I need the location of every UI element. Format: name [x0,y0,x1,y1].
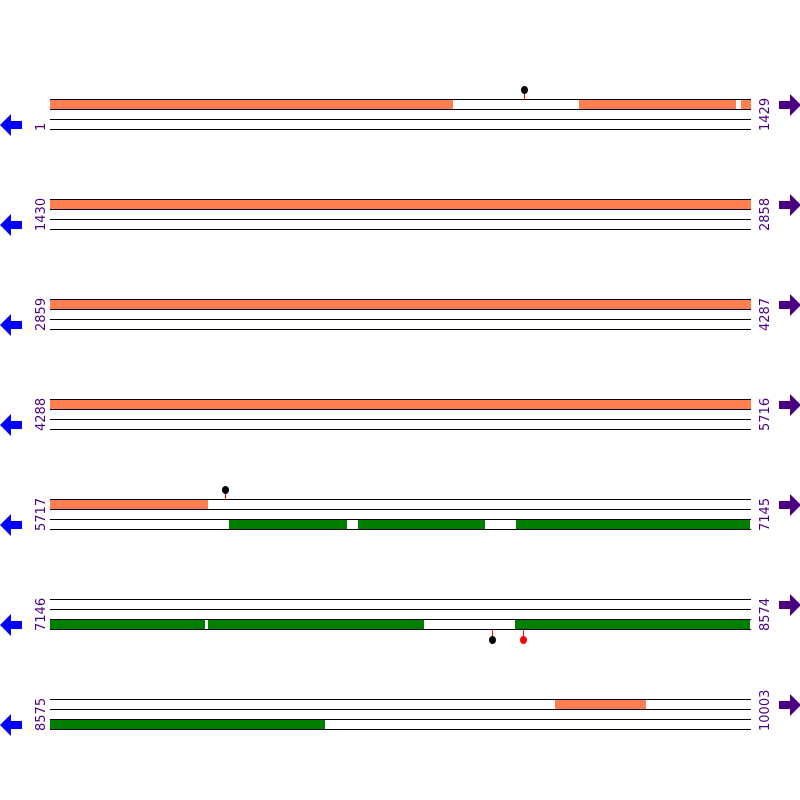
reverse-feature[interactable] [515,620,751,629]
forward-strand [50,199,751,210]
forward-strand [50,299,751,310]
forward-feature[interactable] [50,400,751,409]
forward-strand [50,99,751,110]
forward-feature[interactable] [578,100,736,109]
reverse-feature[interactable] [50,620,205,629]
sequence-row: 7146 8574 [0,500,800,644]
forward-feature[interactable] [50,200,751,209]
marker-dot[interactable] [488,636,496,644]
reverse-strand [50,519,751,530]
forward-strand [50,699,751,710]
marker-pin[interactable] [520,86,528,100]
reverse-feature[interactable] [358,520,486,529]
marker-dot[interactable] [520,86,528,94]
reverse-strand [50,219,751,230]
sequence-row: 1 1429 [0,0,800,136]
forward-feature[interactable] [554,700,646,709]
start-position-label: 8575 [34,697,49,731]
sequence-row: 4288 5716 [0,300,800,436]
marker-dot[interactable] [519,636,527,644]
reverse-strand [50,319,751,330]
reverse-strand [50,419,751,430]
reverse-feature[interactable] [207,620,424,629]
reverse-feature[interactable] [516,520,751,529]
sequence-row: 2859 4287 [0,200,800,336]
sequence-row: 1430 2858 [0,100,800,236]
sequence-row: 5717 7145 [0,400,800,536]
sequence-row: 8575 10003 [0,600,800,736]
forward-feature[interactable] [741,100,751,109]
end-position-label: 10003 [758,689,773,731]
forward-feature[interactable] [50,300,751,309]
marker-pin[interactable] [519,630,527,644]
reverse-feature[interactable] [50,720,326,729]
forward-feature[interactable] [50,500,208,509]
reverse-strand [50,619,751,630]
reverse-feature[interactable] [229,520,347,529]
marker-pin[interactable] [488,630,496,644]
forward-strand [50,599,751,610]
marker-pin[interactable] [222,486,230,500]
marker-dot[interactable] [222,486,230,494]
reverse-strand [50,119,751,130]
forward-feature[interactable] [50,100,453,109]
forward-strand [50,399,751,410]
reverse-strand [50,719,751,730]
forward-strand [50,499,751,510]
